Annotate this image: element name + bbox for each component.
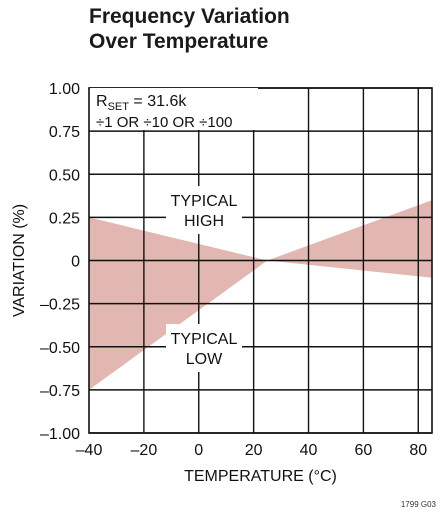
y-tick-label: –0.75 <box>40 383 80 400</box>
x-tick-label: 20 <box>245 442 263 459</box>
y-tick-label: 0 <box>71 254 80 271</box>
x-tick-label: –40 <box>76 442 103 459</box>
rset-main: R <box>96 93 108 110</box>
plot-frame <box>88 87 433 434</box>
x-tick-label: 0 <box>194 442 203 459</box>
y-tick-label: 1.00 <box>49 81 80 98</box>
typical-low-label-bg <box>166 324 242 372</box>
divider-annotation: ÷1 OR ÷10 OR ÷100 <box>96 114 232 131</box>
chart-title: Frequency Variation Over Temperature <box>89 4 290 54</box>
y-tick-label: 0.25 <box>49 210 80 227</box>
typical-high-label-line2: HIGH <box>184 213 224 230</box>
y-tick-label: –1.00 <box>40 426 80 443</box>
y-tick-label: –0.25 <box>40 297 80 314</box>
typical-high-label-bg <box>166 186 242 234</box>
x-tick-label: 60 <box>355 442 373 459</box>
figure-id: 1799 G03 <box>400 500 436 509</box>
y-tick-label: –0.50 <box>40 340 80 357</box>
rset-annotation-bg <box>90 88 258 130</box>
chart-title-line2: Over Temperature <box>89 30 269 53</box>
rset-sub: SET <box>108 101 130 113</box>
x-tick-label: 40 <box>300 442 318 459</box>
typical-low-label-line1: TYPICAL <box>171 331 238 348</box>
y-axis-label: VARIATION (%) <box>11 204 28 317</box>
x-tick-label: 80 <box>409 442 427 459</box>
typical-high-label-line1: TYPICAL <box>171 193 238 210</box>
rset-value: = 31.6k <box>129 93 187 110</box>
rset-annotation: RSET = 31.6k <box>96 93 187 113</box>
x-tick-label: –20 <box>131 442 158 459</box>
x-axis-label: TEMPERATURE (°C) <box>184 468 337 485</box>
variation-band <box>89 200 432 390</box>
y-tick-label: 0.75 <box>49 124 80 141</box>
chart-title-line1: Frequency Variation <box>89 5 290 28</box>
y-tick-label: 0.50 <box>49 167 80 184</box>
typical-low-label-line2: LOW <box>186 351 223 368</box>
